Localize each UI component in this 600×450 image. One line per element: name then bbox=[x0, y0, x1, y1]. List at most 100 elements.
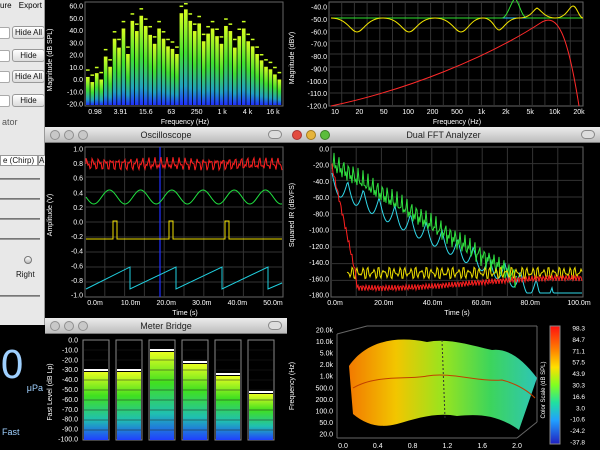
fft-xtick: 20.0m bbox=[374, 300, 394, 307]
osc-xtick: 10.0m bbox=[121, 300, 141, 307]
hide-all-button-1[interactable]: Hide All bbox=[12, 26, 45, 39]
hide-button-2[interactable]: Hide bbox=[12, 94, 45, 107]
spectrum-peak bbox=[135, 23, 139, 25]
fft-ytick: -160.0 bbox=[309, 276, 329, 283]
spectrum-peak bbox=[130, 13, 135, 15]
spectrum-xtick: 63 bbox=[167, 109, 175, 116]
minimize-button[interactable] bbox=[306, 130, 316, 140]
spectrum-bar bbox=[219, 43, 224, 105]
oscilloscope-plot: Amplitude (V) 1.0 0.8 0.6 0.4 0.2 0.0 -0.2 -0.4… bbox=[47, 146, 284, 317]
meter-peak-hold bbox=[84, 369, 108, 371]
toggle-2[interactable] bbox=[0, 50, 10, 62]
meter-level-bar bbox=[84, 372, 108, 440]
meter-peak-hold bbox=[249, 391, 273, 393]
fft-yticks: 0.0 -20.0 -40.0 -60.0 -80.0 -100.0 -120.0 -140.… bbox=[309, 147, 329, 300]
spectrum-peak bbox=[126, 46, 130, 48]
osc-trace-green bbox=[85, 189, 283, 205]
minimize-button[interactable] bbox=[64, 130, 74, 140]
zoom-button[interactable] bbox=[320, 130, 330, 140]
spectrum-peak bbox=[246, 33, 251, 36]
spectrum-peak bbox=[161, 31, 166, 33]
close-button[interactable] bbox=[292, 130, 302, 140]
meter-peak-hold bbox=[216, 373, 240, 375]
osc-ytick: -1.0 bbox=[71, 293, 83, 300]
slider-3[interactable] bbox=[0, 218, 40, 220]
spectrum-peak bbox=[206, 25, 210, 28]
minimize-button[interactable] bbox=[64, 321, 74, 331]
hide-all-button-2[interactable]: Hide All bbox=[12, 70, 45, 83]
spectrum-bar bbox=[175, 54, 179, 105]
colorbar-tick: 57.5 bbox=[572, 360, 585, 367]
spectrum-xticks: 0.98 3.91 15.6 63 250 1 k 4 k 16 k bbox=[88, 109, 280, 116]
spectrum-bar bbox=[259, 60, 264, 105]
fft-ytick: -40.0 bbox=[313, 179, 329, 186]
toolbar-toggle-button[interactable] bbox=[268, 130, 282, 139]
meter-ytick: -80.0 bbox=[62, 417, 78, 424]
spectrogram-ytick: 20.0 bbox=[319, 432, 333, 439]
osc-ytick: 0.0 bbox=[73, 220, 83, 227]
filter-ytick: -90.0 bbox=[311, 66, 327, 73]
spectrum-bars bbox=[86, 3, 282, 106]
osc-ytick: -0.4 bbox=[71, 249, 83, 256]
zoom-button[interactable] bbox=[78, 321, 88, 331]
spectrogram-ytick: 10.0k bbox=[316, 339, 334, 346]
spectrum-bar bbox=[268, 69, 273, 105]
filter-ytick: -50.0 bbox=[311, 17, 327, 24]
spectrogram-ytick: 100.0 bbox=[315, 408, 333, 415]
spectrum-bar bbox=[121, 28, 126, 105]
menu-bar: ure Export bbox=[0, 0, 42, 12]
signal-type-dropdown[interactable]: e (Chirp) bbox=[0, 155, 38, 166]
spectrogram-box bbox=[336, 325, 538, 439]
toolbar-toggle-button[interactable] bbox=[268, 321, 282, 330]
colorbar-tick: -24.2 bbox=[570, 428, 585, 435]
menu-item-export[interactable]: Export bbox=[18, 1, 42, 10]
close-button[interactable] bbox=[50, 321, 60, 331]
spectrum-bar bbox=[237, 36, 242, 105]
spectrum-peak bbox=[112, 31, 117, 33]
spectrum-window: Magnitude (dB SPL) 60.0 50.0 40.0 30.0 20.0 1… bbox=[45, 0, 287, 127]
meter-yticks: 0.0 -10.0 -20.0 -30.0 -40.0 -50.0 -60.0 -70.0 -8… bbox=[58, 338, 78, 444]
toolbar-toggle-button[interactable] bbox=[581, 130, 595, 139]
spectrogram-ytick: 500.0 bbox=[315, 385, 333, 392]
menu-item-structure[interactable]: ure bbox=[0, 1, 12, 10]
filter-xtick: 10 bbox=[331, 109, 339, 116]
fft-ytick: -180.0 bbox=[309, 293, 329, 300]
meter-ytick: -60.0 bbox=[62, 397, 78, 404]
left-tool-panel: ure Export Hide All Hide Hide All Hide a… bbox=[0, 0, 46, 325]
spectrum-ytick: -20.0 bbox=[67, 102, 83, 109]
spectrum-peak bbox=[152, 36, 157, 38]
osc-trace-red bbox=[85, 156, 283, 172]
slider-5[interactable] bbox=[0, 295, 40, 297]
right-slider-knob[interactable] bbox=[24, 256, 32, 264]
oscilloscope-titlebar[interactable]: Oscilloscope bbox=[45, 127, 287, 143]
spectrum-peak bbox=[250, 38, 255, 41]
slider-2[interactable] bbox=[0, 198, 40, 200]
slider-4[interactable] bbox=[0, 238, 40, 240]
fft-xtick: 60.0m bbox=[472, 300, 492, 307]
close-button[interactable] bbox=[50, 130, 60, 140]
filter-xtick: 50 bbox=[380, 109, 388, 116]
spectrum-bar bbox=[157, 28, 161, 105]
filter-ytick: -120.0 bbox=[307, 104, 327, 111]
spectrum-peak bbox=[228, 23, 233, 25]
spectrum-bar bbox=[241, 28, 246, 105]
filter-ytick: -60.0 bbox=[311, 29, 327, 36]
slider-1[interactable] bbox=[0, 178, 40, 180]
toggle-1[interactable] bbox=[0, 27, 10, 39]
generator-label: ator bbox=[2, 117, 18, 127]
osc-ytick: 0.2 bbox=[73, 205, 83, 212]
spectrum-bar bbox=[112, 38, 117, 106]
spectrum-peak bbox=[179, 5, 184, 8]
fft-trace-red bbox=[331, 163, 583, 293]
toggle-3[interactable] bbox=[0, 71, 10, 83]
toggle-4[interactable] bbox=[0, 95, 10, 107]
zoom-button[interactable] bbox=[78, 130, 88, 140]
filter-yticks: -40.0 -50.0 -60.0 -70.0 -80.0 -90.0 -100.0 -110… bbox=[307, 5, 327, 111]
spectrum-ytick: 20.0 bbox=[69, 53, 83, 60]
fft-titlebar[interactable]: Dual FFT Analyzer bbox=[287, 127, 600, 143]
meter-bridge-titlebar[interactable]: Meter Bridge bbox=[45, 318, 287, 334]
hide-button-1[interactable]: Hide bbox=[12, 49, 45, 62]
colorbar bbox=[549, 325, 561, 445]
osc-ytick: 0.6 bbox=[73, 176, 83, 183]
spectrum-peak bbox=[170, 41, 175, 43]
